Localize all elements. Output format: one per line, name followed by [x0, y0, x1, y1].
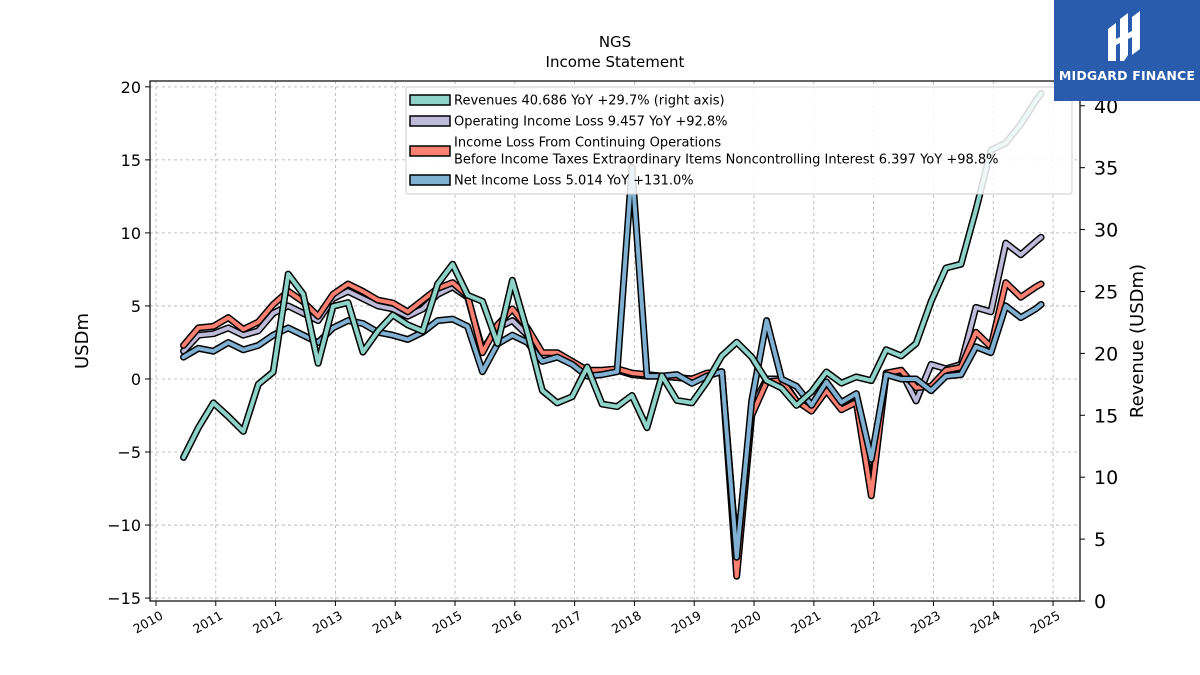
x-tick-label: 2025 [1028, 608, 1063, 637]
x-tick-label: 2019 [669, 608, 704, 637]
brand-logo: MIDGARD FINANCE [1054, 0, 1200, 101]
y-right-tick-label: 10 [1094, 467, 1118, 489]
y-right-tick-label: 35 [1094, 158, 1118, 180]
series-net-income-line [181, 165, 1044, 560]
y-tick-label: −10 [107, 516, 141, 535]
x-tick-label: 2010 [130, 608, 165, 637]
y-right-tick-label: 0 [1094, 591, 1106, 613]
x-tick-label: 2016 [489, 608, 524, 637]
series-net-income [180, 163, 1045, 561]
series-operating-income [180, 233, 1045, 558]
x-tick-label: 2022 [848, 608, 883, 637]
chart-title: NGS [599, 33, 631, 51]
x-tick-label: 2021 [788, 608, 823, 637]
logo-text: MIDGARD FINANCE [1058, 68, 1196, 83]
legend-swatch [409, 145, 451, 157]
y-right-tick-label: 40 [1094, 96, 1118, 118]
y-right-tick-label: 5 [1094, 529, 1106, 551]
y-tick-label: 20 [121, 78, 141, 97]
series-revenues-line [181, 91, 1044, 460]
y-axis-label-right: Revenue (USDm) [1127, 264, 1148, 418]
x-tick-label: 2015 [429, 608, 464, 637]
x-tick-label: 2023 [908, 608, 943, 637]
legend-swatch [409, 94, 451, 106]
x-tick-label: 2017 [549, 608, 584, 637]
chart-subtitle: Income Statement [546, 53, 685, 71]
legend-box [405, 86, 1073, 195]
legend-label: Net Income Loss 5.014 YoY +131.0% [454, 174, 694, 189]
y-tick-label: 5 [131, 297, 141, 316]
y-axis-label: USDm [72, 313, 93, 369]
y-tick-label: −5 [117, 443, 141, 462]
y-tick-label: −15 [107, 589, 141, 608]
x-tick-label: 2020 [729, 608, 764, 637]
y-tick-label: 15 [121, 151, 141, 170]
legend-label: Operating Income Loss 9.457 YoY +92.8% [454, 115, 728, 130]
x-tick-label: 2012 [250, 608, 285, 637]
x-tick-label: 2024 [968, 608, 1003, 637]
legend-swatch [409, 174, 451, 186]
y-tick-label: 10 [121, 224, 141, 243]
y-right-tick-label: 15 [1094, 405, 1118, 427]
legend-label: Revenues 40.686 YoY +29.7% (right axis) [454, 94, 725, 109]
x-tick-label: 2011 [190, 608, 225, 637]
y-right-tick-label: 30 [1094, 220, 1118, 242]
x-tick-label: 2014 [370, 608, 405, 637]
legend-label: Income Loss From Continuing Operations [454, 136, 721, 151]
series-layer [180, 89, 1045, 580]
series-revenues [180, 89, 1045, 461]
series-net-income-outline [180, 163, 1045, 561]
y-tick-label: 0 [131, 370, 141, 389]
x-tick-label: 2018 [609, 608, 644, 637]
y-right-tick-label: 25 [1094, 281, 1118, 303]
y-right-tick-label: 20 [1094, 343, 1118, 365]
plot-frame [149, 80, 1081, 602]
legend: Revenues 40.686 YoY +29.7% (right axis) O… [405, 86, 1073, 195]
midgard-logo-icon [1108, 11, 1140, 61]
x-tick-label: 2013 [310, 608, 345, 637]
series-operating-income-line [181, 235, 1044, 557]
legend-label: Before Income Taxes Extraordinary Items … [454, 153, 999, 168]
legend-swatch [409, 115, 451, 127]
